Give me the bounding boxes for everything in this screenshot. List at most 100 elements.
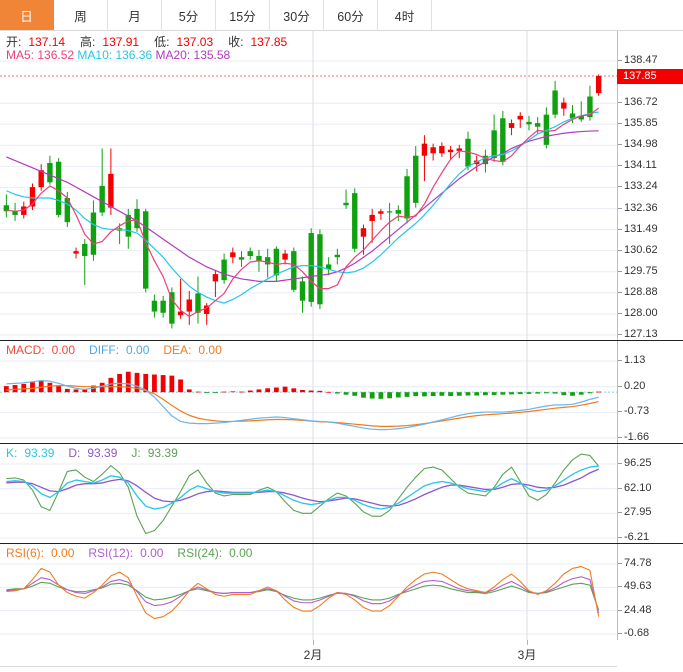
rsi-axis: 74.78 49.63 24.48 -0.68 <box>617 544 683 640</box>
axis-tick-label: 138.47 <box>624 54 658 66</box>
axis-tick-mark <box>618 291 622 293</box>
legend-item-2: RSI(24): 0.00 <box>177 546 259 560</box>
axis-tick-mark <box>618 537 622 538</box>
timeframe-tab-1[interactable]: 周 <box>54 0 108 30</box>
axis-tick-mark <box>618 334 622 335</box>
time-axis-line <box>0 666 617 667</box>
rsi-panel: RSI(6): 0.00 RSI(12): 0.00 RSI(24): 0.00 74.7… <box>0 544 683 640</box>
legend-label: MACD: <box>6 343 45 357</box>
axis-tick-label: 133.24 <box>624 180 658 193</box>
axis-tick-mark <box>618 249 622 251</box>
price-plot-area[interactable] <box>0 31 617 340</box>
ohlc-legend: 开: 137.14 高: 137.91 低: 137.03 收: 137.85 <box>6 33 302 50</box>
time-axis-label-0: 2月 <box>303 648 323 662</box>
time-axis-tick <box>313 640 314 645</box>
legend-item-1: RSI(12): 0.00 <box>88 546 170 560</box>
time-axis-tick <box>527 640 528 645</box>
timeframe-tab-4[interactable]: 15分 <box>216 0 270 30</box>
axis-tick-mark <box>618 228 622 230</box>
axis-tick-mark <box>618 563 622 564</box>
tab-label: 30分 <box>283 9 310 24</box>
axis-tick-label: 1.13 <box>624 354 646 366</box>
axis-tick-mark <box>618 463 622 464</box>
axis-tick-label: 130.62 <box>624 243 658 256</box>
timeframe-tabbar: 日 周 月 5分 15分 30分 60分 4时 <box>0 0 683 31</box>
axis-tick-label: -1.66 <box>624 431 650 443</box>
legend-value: 93.39 <box>87 446 118 460</box>
axis-tick-label: 134.11 <box>624 159 657 172</box>
tab-label: 日 <box>20 9 33 24</box>
close-label: 收: <box>228 35 244 49</box>
axis-tick-label: 0.20 <box>624 379 646 392</box>
legend-label: RSI(24): <box>177 546 223 560</box>
legend-item-2: J: 93.39 <box>131 446 184 460</box>
axis-tick-mark <box>618 609 622 611</box>
axis-tick-mark <box>618 207 622 209</box>
legend-item-0: MACD: 0.00 <box>6 343 82 357</box>
tab-label: 5分 <box>178 9 199 24</box>
axis-tick-mark <box>618 437 622 438</box>
legend-label: DEA: <box>163 343 192 357</box>
legend-item-0: K: 93.39 <box>6 446 61 460</box>
legend-label: RSI(12): <box>88 546 134 560</box>
high-value: 137.91 <box>102 35 140 49</box>
legend-label: K: <box>6 446 18 460</box>
axis-tick-mark <box>618 144 622 146</box>
legend-value: 0.00 <box>51 343 76 357</box>
legend-item-2: DEA: 0.00 <box>163 343 228 357</box>
axis-tick-label: 132.36 <box>624 201 658 214</box>
legend-label: D: <box>68 446 81 460</box>
axis-tick-mark <box>618 411 622 413</box>
timeframe-tab-3[interactable]: 5分 <box>162 0 216 30</box>
ma-legend: MA5: 136.52 MA10: 136.36 MA20: 135.58 <box>6 48 230 62</box>
macd-legend: MACD: 0.00 DIFF: 0.00 DEA: 0.00 <box>6 343 236 357</box>
axis-tick-mark <box>618 312 622 314</box>
rsi-legend: RSI(6): 0.00 RSI(12): 0.00 RSI(24): 0.00 <box>6 546 266 560</box>
ma20-value: 135.58 <box>193 48 231 62</box>
timeframe-tab-7[interactable]: 4时 <box>378 0 432 30</box>
ma5-value: 136.52 <box>37 48 75 62</box>
axis-tick-label: 24.48 <box>624 603 652 616</box>
axis-tick-mark <box>618 60 622 61</box>
tab-label: 4时 <box>394 9 415 24</box>
legend-value: 93.39 <box>24 446 55 460</box>
legend-item-1: DIFF: 0.00 <box>89 343 156 357</box>
ma5-label: MA5: <box>6 48 35 62</box>
legend-label: DIFF: <box>89 343 120 357</box>
axis-tick-label: -0.68 <box>624 627 650 639</box>
axis-tick-label: 74.78 <box>624 557 652 569</box>
legend-value: 0.00 <box>140 546 164 560</box>
axis-tick-mark <box>618 633 622 634</box>
timeframe-tab-6[interactable]: 60分 <box>324 0 378 30</box>
axis-tick-mark <box>618 586 622 588</box>
axis-tick-label: -0.73 <box>624 405 650 418</box>
ma20-label: MA20: <box>155 48 191 62</box>
timeframe-tab-2[interactable]: 月 <box>108 0 162 30</box>
chart-svg <box>0 444 617 543</box>
axis-tick-label: -6.21 <box>624 531 650 543</box>
macd-panel: MACD: 0.00 DIFF: 0.00 DEA: 0.00 1.13 0.20 -0.73… <box>0 341 683 444</box>
timeframe-tab-5[interactable]: 30分 <box>270 0 324 30</box>
time-axis-label-1: 3月 <box>517 648 537 662</box>
tabbar-filler <box>432 0 683 30</box>
chart-svg <box>0 31 617 340</box>
kdj-panel: K: 93.39 D: 93.39 J: 93.39 96.25 62.10 27.95 -6.… <box>0 444 683 544</box>
legend-label: J: <box>131 446 141 460</box>
macd-plot-area[interactable] <box>0 341 617 443</box>
axis-tick-label: 62.10 <box>624 481 652 494</box>
rsi-plot-area[interactable] <box>0 544 617 640</box>
open-label: 开: <box>6 35 22 49</box>
tab-label: 60分 <box>337 9 364 24</box>
axis-tick-label: 128.88 <box>624 285 658 298</box>
time-axis: 2月 3月 <box>0 640 683 672</box>
kdj-plot-area[interactable] <box>0 444 617 543</box>
timeframe-tab-0[interactable]: 日 <box>0 0 54 30</box>
legend-value: 93.39 <box>147 446 178 460</box>
axis-tick-mark <box>618 165 622 167</box>
legend-value: 0.00 <box>198 343 222 357</box>
axis-tick-label: 127.13 <box>624 328 658 340</box>
legend-label: RSI(6): <box>6 546 45 560</box>
legend-item-1: D: 93.39 <box>68 446 124 460</box>
axis-tick-mark <box>618 123 622 125</box>
